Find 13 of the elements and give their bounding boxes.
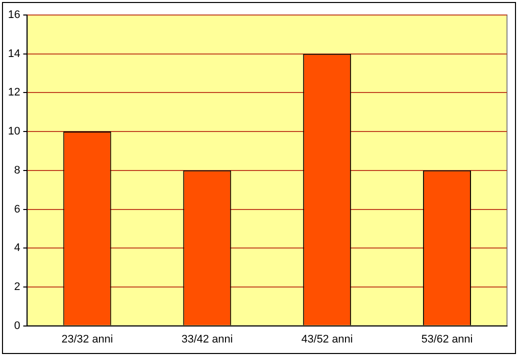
y-tick-label: 8: [14, 164, 20, 176]
y-tick-label: 14: [8, 48, 20, 60]
x-tick-label: 43/52 anni: [301, 333, 353, 346]
y-tick-label: 4: [14, 242, 20, 254]
y-tick-label: 0: [14, 320, 20, 332]
y-tick-label: 12: [8, 86, 20, 99]
y-tick-label: 16: [8, 9, 20, 22]
y-tick-label: 2: [14, 280, 20, 293]
y-tick-label: 6: [14, 203, 20, 216]
y-tick-label: 10: [8, 126, 20, 138]
x-tick-label: 23/32 anni: [62, 333, 113, 346]
x-tick-label: 33/42 anni: [181, 333, 233, 346]
x-tick-label: 53/62 anni: [421, 333, 473, 346]
